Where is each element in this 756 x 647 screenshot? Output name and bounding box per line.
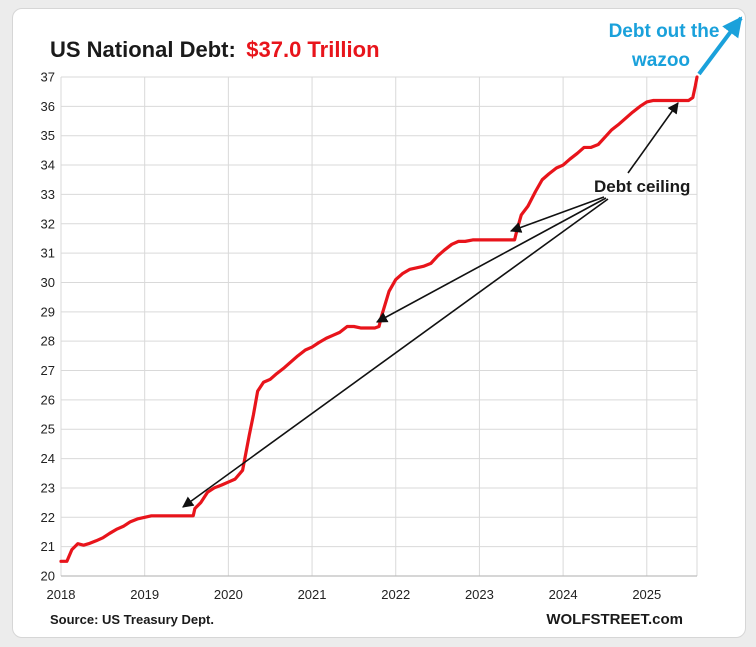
chart-title: US National Debt: $37.0 Trillion: [50, 37, 380, 62]
y-tick-label: 25: [41, 422, 55, 437]
y-tick-label: 36: [41, 99, 55, 114]
x-tick-label: 2019: [130, 587, 159, 602]
source-note: Source: US Treasury Dept.: [50, 612, 214, 627]
y-tick-label: 27: [41, 363, 55, 378]
x-tick-label: 2024: [549, 587, 578, 602]
wazoo-label-line2: wazoo: [631, 50, 690, 71]
x-axis-ticks: 2018 2019 2020 2021 2022 2023 2024 2025: [47, 587, 662, 602]
x-tick-label: 2023: [465, 587, 494, 602]
x-tick-label: 2020: [214, 587, 243, 602]
y-tick-label: 23: [41, 480, 55, 495]
y-axis-ticks: 20 21 22 23 24 25 26 27 28 29 30 31 32 33 34 35 36 37: [41, 70, 55, 584]
brand-label: WOLFSTREET.com: [546, 611, 683, 628]
y-tick-label: 29: [41, 304, 55, 319]
series-line-national-debt: [59, 75, 699, 563]
y-tick-label: 31: [41, 246, 55, 261]
y-tick-label: 26: [41, 392, 55, 407]
debt-ceiling-arrow-2019: [182, 198, 609, 508]
wazoo-label-line1: Debt out the: [609, 21, 720, 42]
debt-ceiling-arrows: [182, 102, 679, 508]
y-tick-label: 30: [41, 275, 55, 290]
y-tick-label: 32: [41, 216, 55, 231]
debt-ceiling-arrow-2025: [627, 102, 679, 174]
debt-ceiling-arrow-2021: [376, 197, 607, 323]
y-tick-label: 24: [41, 451, 55, 466]
title-label: US National Debt:: [50, 37, 236, 62]
wazoo-arrow: [697, 16, 743, 76]
y-tick-label: 20: [41, 569, 55, 584]
y-tick-label: 37: [41, 70, 55, 85]
title-value: $37.0 Trillion: [246, 37, 379, 62]
x-tick-label: 2021: [298, 587, 327, 602]
debt-ceiling-arrow-2023: [509, 196, 605, 233]
y-tick-label: 35: [41, 128, 55, 143]
y-tick-label: 28: [41, 334, 55, 349]
y-tick-label: 22: [41, 510, 55, 525]
x-tick-label: 2018: [47, 587, 76, 602]
grid-lines: [60, 76, 698, 577]
y-tick-label: 34: [41, 158, 55, 173]
x-tick-label: 2022: [381, 587, 410, 602]
y-tick-label: 33: [41, 187, 55, 202]
y-tick-label: 21: [41, 539, 55, 554]
x-tick-label: 2025: [632, 587, 661, 602]
debt-ceiling-label: Debt ceiling: [594, 177, 690, 196]
